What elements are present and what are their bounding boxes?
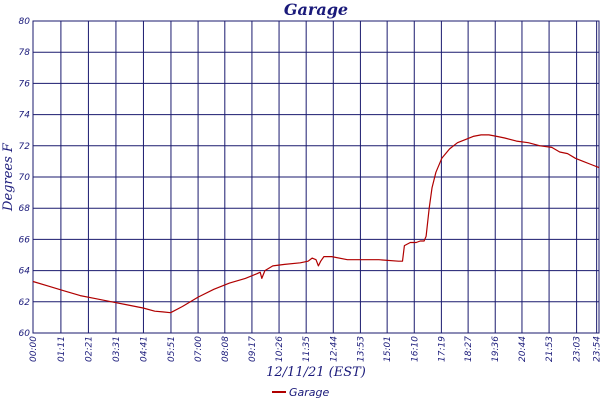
y-tick-label-10: 80 (19, 17, 31, 27)
x-tick-label-13: 15:01 (383, 336, 393, 362)
x-tick-label-7: 08:08 (221, 336, 231, 362)
series-line-0 (32, 134, 600, 314)
x-tick-label-11: 12:44 (329, 336, 339, 362)
series-layer (32, 134, 600, 314)
legend: Garage (272, 386, 330, 399)
x-tick-label-19: 21:53 (545, 336, 555, 362)
x-axis-label: 12/11/21 (EST) (266, 365, 366, 380)
y-tick-label-9: 78 (19, 48, 31, 58)
x-tick-labels: 00:00 01:11 02:21 03:31 04:41 05:51 07:00 08:08… (29, 336, 600, 362)
y-tick-label-5: 70 (19, 173, 31, 183)
x-tick-label-15: 17:19 (437, 336, 447, 362)
y-tick-label-0: 60 (19, 329, 31, 339)
legend-label-garage: Garage (289, 386, 330, 399)
y-tick-label-3: 66 (19, 235, 31, 245)
x-tick-label-17: 19:36 (491, 336, 501, 362)
x-tick-label-8: 09:17 (248, 336, 258, 362)
x-tick-label-10: 11:35 (302, 336, 312, 362)
x-tick-label-6: 07:00 (194, 336, 204, 362)
x-tick-label-4: 04:41 (139, 336, 149, 362)
y-tick-label-7: 74 (19, 111, 31, 121)
x-tick-label-0: 00:00 (29, 336, 39, 362)
x-tick-label-20: 23:03 (573, 336, 583, 362)
x-tick-label-5: 05:51 (167, 336, 177, 362)
y-tick-label-6: 72 (19, 142, 31, 152)
x-tick-label-9: 10:26 (275, 336, 285, 362)
x-tick-label-1: 01:11 (57, 336, 67, 362)
plot-frame (32, 20, 600, 334)
x-tick-label-18: 20:44 (518, 336, 528, 362)
grid (32, 20, 600, 334)
y-tick-label-8: 76 (19, 79, 31, 89)
x-tick-label-2: 02:21 (84, 336, 94, 362)
y-tick-labels: 60 62 64 66 68 70 72 74 76 78 80 (19, 17, 31, 339)
y-tick-label-2: 64 (19, 267, 31, 277)
y-tick-label-1: 62 (19, 298, 31, 308)
x-tick-label-21: 23:54 (593, 336, 600, 362)
x-tick-label-14: 16:10 (410, 336, 420, 362)
x-tick-label-12: 13:53 (356, 336, 366, 362)
chart-title: Garage (284, 0, 348, 19)
x-tick-label-3: 03:31 (112, 336, 122, 362)
x-tick-label-16: 18:27 (464, 336, 474, 362)
y-tick-label-4: 68 (19, 204, 31, 214)
y-axis-label: Degrees F (1, 142, 16, 212)
